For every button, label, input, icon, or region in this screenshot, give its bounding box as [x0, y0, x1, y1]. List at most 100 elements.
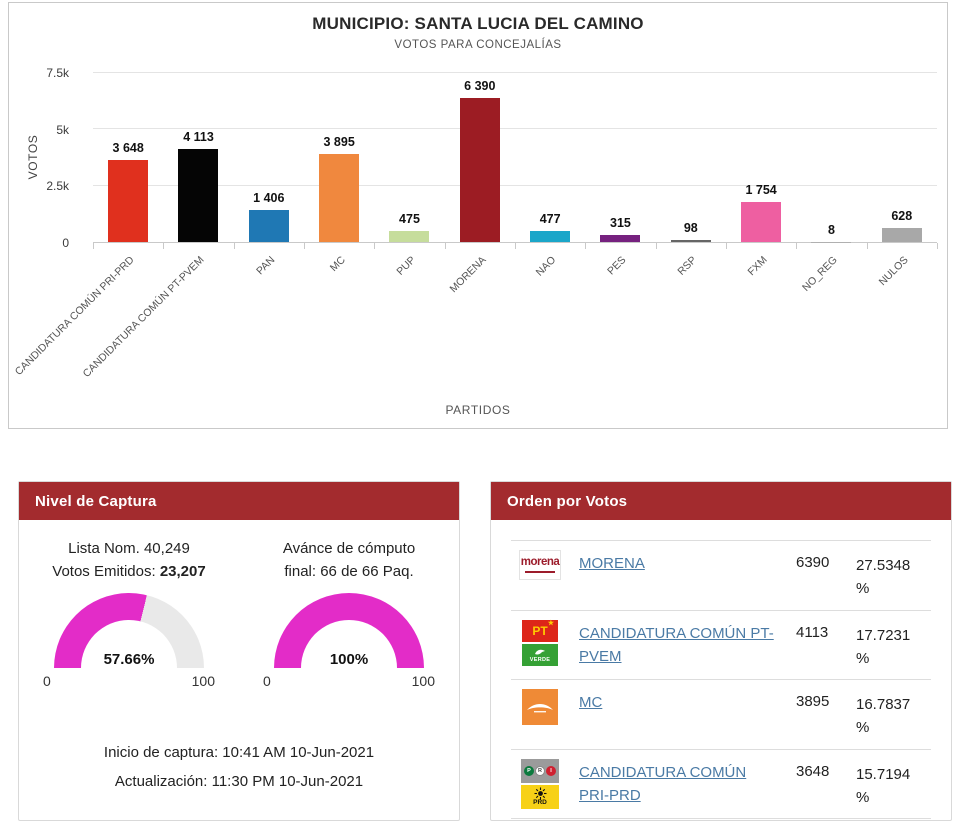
bar-value-label: 4 113: [183, 130, 214, 144]
party-name-cell: CANDIDATURA COMÚN PRI-PRD: [579, 759, 779, 808]
computo-caption: Avánce de cómputo final: 66 de 66 Paq.: [283, 538, 415, 583]
bar-slot: 8: [796, 73, 866, 242]
prd-sun-icon: [534, 787, 547, 800]
pri-logo-letter: R: [535, 766, 545, 776]
votos-emitidos-value: 23,207: [160, 563, 206, 580]
order-rows: morena MORENA 6390 27.5348 % PT ★ VERDE: [491, 540, 951, 819]
table-row-mc: MC 3895 16.7837 %: [511, 679, 931, 749]
bar-MORENA[interactable]: [460, 98, 500, 242]
y-tick-label: 5k: [56, 123, 69, 137]
gauge-min-label: 0: [263, 673, 271, 689]
computo-text-line2: final: 66 de 66 Paq.: [283, 561, 415, 584]
x-tick-label: PES: [606, 254, 629, 277]
party-link-morena[interactable]: MORENA: [579, 555, 645, 572]
bar-CANDIDATURA COMÚN PRI-PRD[interactable]: [108, 160, 148, 242]
party-name-cell: MC: [579, 689, 779, 714]
bar-slot: 98: [656, 73, 726, 242]
bar-CANDIDATURA COMÚN PT-PVEM[interactable]: [178, 149, 218, 242]
votos-emitidos-label: Votos Emitidos:: [52, 563, 160, 580]
x-tick-label: MORENA: [447, 254, 488, 295]
bar-value-label: 477: [540, 212, 561, 226]
votes-cell: 4113: [796, 620, 856, 641]
prd-logo-word: PRD: [533, 800, 547, 807]
bar-slot: 475: [374, 73, 444, 242]
x-label-slot: PAN: [234, 244, 304, 394]
bar-value-label: 1 754: [745, 183, 776, 197]
bar-slot: 3 895: [304, 73, 374, 242]
pt-party-logo-icon: PT ★: [522, 620, 558, 642]
x-label-slot: NULOS: [867, 244, 937, 394]
x-tick-label: RSP: [676, 254, 700, 278]
x-axis-title: PARTIDOS: [9, 403, 947, 417]
computo-column: Avánce de cómputo final: 66 de 66 Paq. 1…: [239, 538, 459, 689]
x-tick-label: NAO: [534, 254, 559, 279]
y-tick-label: 2.5k: [46, 179, 69, 193]
pri-logo-letter: I: [546, 766, 556, 776]
computo-gauge-value: 100%: [274, 651, 424, 668]
bar-PUP[interactable]: [389, 231, 429, 242]
bar-value-label: 8: [828, 223, 835, 237]
bar-slot: 477: [515, 73, 585, 242]
morena-logo-underline: [525, 571, 555, 573]
party-link-pt-pvem[interactable]: CANDIDATURA COMÚN PT-PVEM: [579, 625, 774, 665]
bar-NULOS[interactable]: [882, 228, 922, 242]
order-panel-header: Orden por Votos: [491, 482, 951, 520]
bar-value-label: 1 406: [253, 191, 284, 205]
percent-cell: 27.5348 %: [856, 550, 926, 601]
y-tick-label: 0: [62, 236, 69, 250]
votos-emitidos-text: Votos Emitidos: 23,207: [52, 561, 205, 584]
bar-slot: 1 754: [726, 73, 796, 242]
x-label-slot: NAO: [515, 244, 585, 394]
computo-text-line1: Avánce de cómputo: [283, 538, 415, 561]
lista-nominal-text: Lista Nom. 40,249: [52, 538, 205, 561]
party-link-pri-prd[interactable]: CANDIDATURA COMÚN PRI-PRD: [579, 764, 746, 804]
computo-gauge: 100%: [274, 593, 424, 668]
votes-cell: 6390: [796, 550, 856, 571]
bar-slot: 628: [867, 73, 937, 242]
x-label-slot: NO_REG: [796, 244, 866, 394]
table-row-pri-prd: P R I PRD: [511, 749, 931, 820]
pt-pvem-logo-cell: PT ★ VERDE: [519, 620, 561, 666]
party-link-mc[interactable]: MC: [579, 694, 602, 711]
order-panel-title: Orden por Votos: [507, 493, 627, 510]
y-tick-label: 7.5k: [46, 66, 69, 80]
bar-value-label: 6 390: [464, 79, 495, 93]
pri-logo-letter: P: [524, 766, 534, 776]
pvem-party-logo-icon: VERDE: [522, 644, 558, 666]
morena-party-logo-icon: morena: [519, 550, 561, 580]
capture-panel-header: Nivel de Captura: [19, 482, 459, 520]
bar-FXM[interactable]: [741, 202, 781, 242]
bar-RSP[interactable]: [671, 240, 711, 242]
bar-MC[interactable]: [319, 154, 359, 242]
bar-NAO[interactable]: [530, 231, 570, 242]
x-tick-label: PUP: [394, 254, 418, 278]
x-tick-label: FXM: [745, 254, 769, 278]
mc-party-logo-icon: [522, 689, 558, 725]
x-tick-label: PAN: [254, 254, 277, 277]
vote-order-panel: Orden por Votos morena MORENA 6390 27.53…: [490, 481, 952, 821]
table-row-pt-pvem: PT ★ VERDE CANDIDATURA COMÚN PT-PVEM 411…: [511, 610, 931, 680]
percent-cell: 15.7194 %: [856, 759, 926, 810]
actualizacion-text: Actualización: 11:30 PM 10-Jun-2021: [19, 768, 459, 797]
pri-prd-logo-cell: P R I PRD: [519, 759, 561, 809]
party-name-cell: MORENA: [579, 550, 779, 575]
x-tick-label: CANDIDATURA COMÚN PRI-PRD: [13, 254, 137, 378]
x-label-slot: FXM: [726, 244, 796, 394]
x-label-slot: CANDIDATURA COMÚN PT-PVEM: [163, 244, 233, 394]
bar-PES[interactable]: [600, 235, 640, 242]
x-label-slot: MC: [304, 244, 374, 394]
x-label-slot: MORENA: [445, 244, 515, 394]
x-label-slot: CANDIDATURA COMÚN PRI-PRD: [93, 244, 163, 394]
bar-PAN[interactable]: [249, 210, 289, 242]
bar-value-label: 315: [610, 216, 631, 230]
bar-slot: 315: [585, 73, 655, 242]
pvem-logo-word: VERDE: [530, 657, 550, 663]
capture-gauge-value: 57.66%: [54, 651, 204, 668]
bar-value-label: 628: [891, 209, 912, 223]
x-tick-label: NO_REG: [800, 254, 840, 294]
computo-gauge-scale: 0 100: [263, 673, 435, 689]
